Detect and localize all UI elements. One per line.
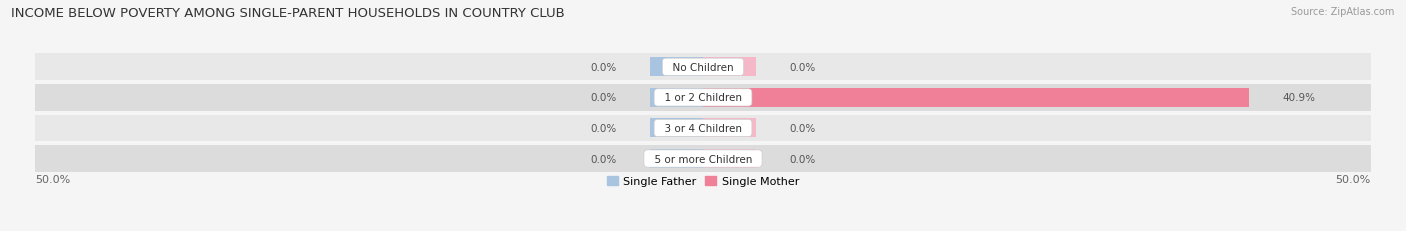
Text: No Children: No Children: [666, 63, 740, 73]
Bar: [650, 149, 703, 168]
Bar: [650, 58, 703, 77]
Bar: [35, 115, 1371, 142]
Text: 0.0%: 0.0%: [591, 63, 616, 73]
Text: 50.0%: 50.0%: [35, 175, 70, 185]
Text: INCOME BELOW POVERTY AMONG SINGLE-PARENT HOUSEHOLDS IN COUNTRY CLUB: INCOME BELOW POVERTY AMONG SINGLE-PARENT…: [11, 7, 565, 20]
Text: 0.0%: 0.0%: [591, 93, 616, 103]
Bar: [35, 146, 1371, 172]
Bar: [703, 119, 756, 138]
Bar: [703, 58, 756, 77]
Bar: [703, 88, 1250, 107]
Bar: [35, 85, 1371, 111]
Bar: [35, 54, 1371, 81]
Text: 0.0%: 0.0%: [790, 123, 815, 133]
Bar: [650, 119, 703, 138]
Text: 0.0%: 0.0%: [591, 154, 616, 164]
Text: 3 or 4 Children: 3 or 4 Children: [658, 123, 748, 133]
Text: 0.0%: 0.0%: [591, 123, 616, 133]
Bar: [650, 88, 703, 107]
Bar: [703, 149, 756, 168]
Text: 50.0%: 50.0%: [1336, 175, 1371, 185]
Text: 0.0%: 0.0%: [790, 63, 815, 73]
Text: Source: ZipAtlas.com: Source: ZipAtlas.com: [1291, 7, 1395, 17]
Legend: Single Father, Single Mother: Single Father, Single Mother: [602, 172, 804, 191]
Text: 0.0%: 0.0%: [790, 154, 815, 164]
Text: 5 or more Children: 5 or more Children: [648, 154, 758, 164]
Text: 40.9%: 40.9%: [1282, 93, 1316, 103]
Text: 1 or 2 Children: 1 or 2 Children: [658, 93, 748, 103]
